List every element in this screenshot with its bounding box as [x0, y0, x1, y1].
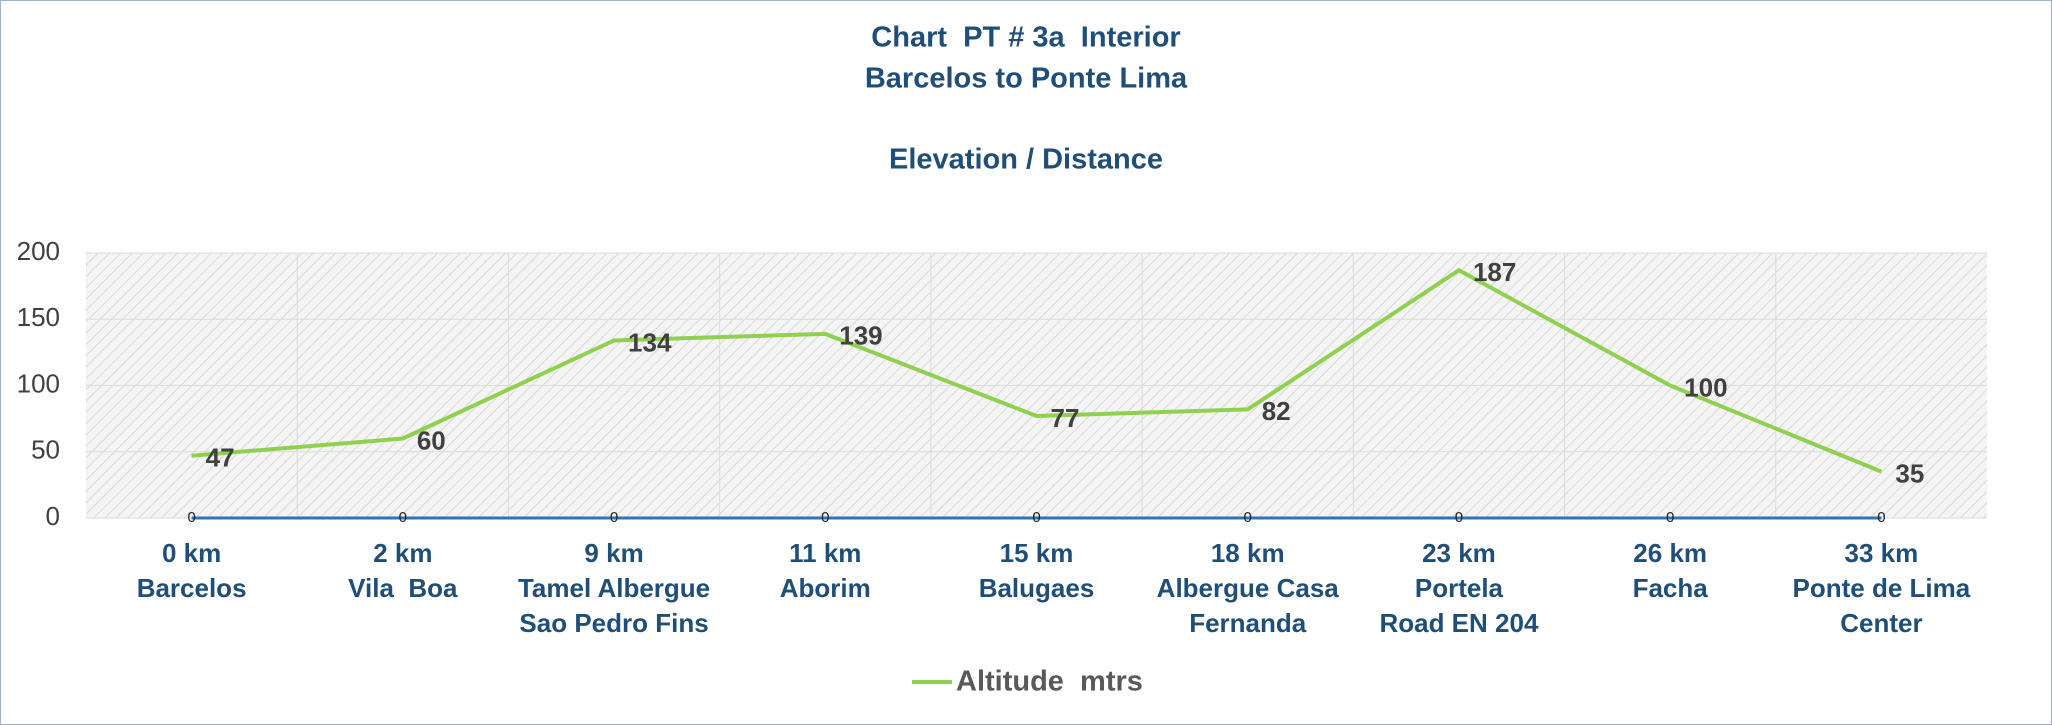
data-label: 0 [610, 509, 618, 526]
chart-title: Chart PT # 3a Interior [871, 22, 1180, 54]
data-label: 0 [187, 509, 195, 526]
x-tick-label-line: 18 km [1211, 538, 1285, 568]
legend-label: Altitude mtrs [956, 666, 1143, 698]
x-tick-label-line: Road EN 204 [1379, 608, 1538, 638]
x-tick-label-line: Fernanda [1189, 608, 1307, 638]
x-tick-label-line: Aborim [780, 573, 871, 603]
y-tick-label: 100 [17, 368, 60, 398]
x-tick-label: 26 km Facha [1633, 538, 1709, 603]
x-tick-label: 2 km Vila Boa [348, 538, 458, 603]
x-tick-label-line: Balugaes [979, 573, 1095, 603]
x-tick-label-line: 26 km [1633, 538, 1707, 568]
data-label: 82 [1262, 396, 1291, 426]
data-label: 0 [821, 509, 829, 526]
x-tick-label-line: Vila Boa [348, 573, 458, 603]
x-tick-label: 18 km Albergue Casa Fernanda [1157, 538, 1340, 638]
y-tick-label: 50 [31, 435, 60, 465]
x-tick-label-line: 2 km [373, 538, 432, 568]
x-tick-label-line: 9 km [584, 538, 643, 568]
x-tick-label-line: 33 km [1845, 538, 1919, 568]
x-tick-label-line: 11 km [789, 538, 861, 568]
x-tick-label-line: 23 km [1422, 538, 1496, 568]
x-tick-label-line: Albergue Casa [1157, 573, 1340, 603]
data-label: 0 [399, 509, 407, 526]
chart-title: Barcelos to Ponte Lima [865, 63, 1188, 95]
x-tick-label-line: Facha [1633, 573, 1709, 603]
x-tick-label-line: Tamel Albergue [518, 573, 710, 603]
data-label: 47 [206, 443, 235, 473]
data-label: 60 [417, 425, 446, 455]
x-tick-label: 11 km Aborim [780, 538, 871, 603]
x-tick-label-line: Sao Pedro Fins [519, 608, 708, 638]
y-tick-label: 0 [46, 501, 60, 531]
x-tick-label-line: 15 km [1000, 538, 1074, 568]
x-tick-label-line: Barcelos [137, 573, 247, 603]
y-tick-label: 200 [17, 236, 60, 266]
data-label: 134 [628, 327, 672, 357]
data-label: 0 [1877, 509, 1885, 526]
data-label: 35 [1895, 459, 1924, 489]
data-label: 100 [1684, 372, 1727, 402]
x-tick-label: 0 km Barcelos [137, 538, 247, 603]
x-tick-label-line: 0 km [162, 538, 221, 568]
x-tick-label: 33 km Ponte de Lima Center [1793, 538, 1971, 638]
y-tick-label: 150 [17, 302, 60, 332]
data-label: 0 [1455, 509, 1463, 526]
series-line [191, 267, 1883, 474]
data-label: 0 [1032, 509, 1040, 526]
x-tick-label: 15 km Balugaes [979, 538, 1095, 603]
x-tick-label: 23 km Portela Road EN 204 [1379, 538, 1538, 638]
data-label: 139 [839, 321, 882, 351]
data-label: 0 [1244, 509, 1252, 526]
data-label: 0 [1666, 509, 1674, 526]
x-tick-label-line: Portela [1415, 573, 1504, 603]
chart-subtitle: Elevation / Distance [889, 144, 1163, 176]
data-label: 187 [1473, 257, 1516, 287]
x-tick-label-line: Ponte de Lima [1793, 573, 1971, 603]
x-tick-label-line: Center [1840, 608, 1922, 638]
x-tick-label: 9 km Tamel Albergue Sao Pedro Fins [518, 538, 710, 638]
data-label: 77 [1051, 403, 1080, 433]
